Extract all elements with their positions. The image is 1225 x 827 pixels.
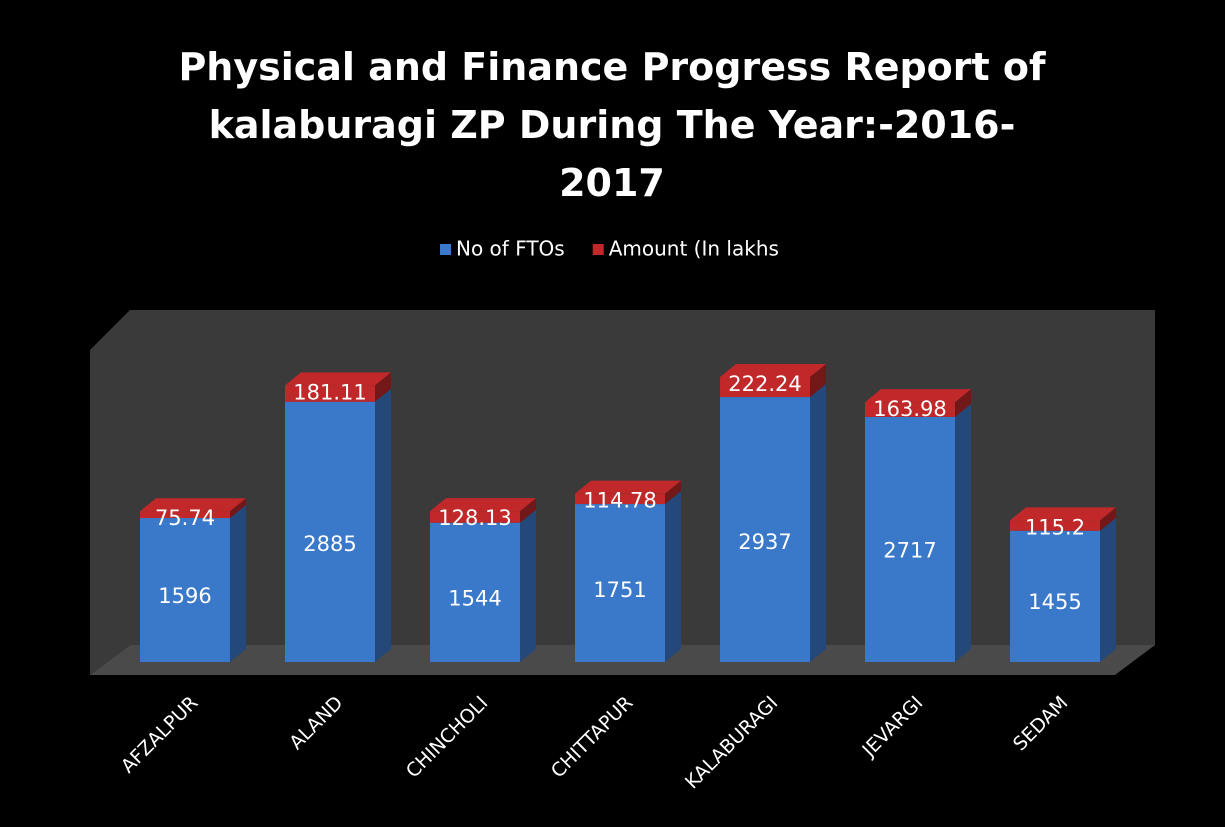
bar-top — [865, 389, 971, 403]
bar — [720, 397, 810, 662]
data-label: 1596 — [158, 584, 211, 608]
bar — [430, 522, 520, 662]
data-label: 1455 — [1028, 590, 1081, 614]
bar-side — [230, 498, 246, 519]
bar-side — [1100, 517, 1116, 662]
data-label: 114.78 — [583, 489, 656, 513]
bar-side — [520, 498, 536, 523]
data-label: 2885 — [303, 532, 356, 556]
x-tick-label: AFZALPUR — [117, 692, 203, 778]
bar-side — [375, 388, 391, 662]
chart-title: Physical and Finance Progress Report of … — [178, 45, 1046, 205]
data-label: 1751 — [593, 578, 646, 602]
bar — [575, 504, 665, 662]
bar — [140, 518, 230, 662]
x-tick-label: CHINCHOLI — [402, 692, 493, 783]
x-tick-label: KALABURAGI — [681, 692, 782, 793]
legend-label: No of FTOs — [456, 237, 565, 261]
bar-side — [1100, 507, 1116, 531]
bar — [575, 493, 665, 505]
bar-side — [520, 509, 536, 662]
bar — [285, 385, 375, 402]
bar-side — [810, 384, 826, 662]
bar — [430, 511, 520, 523]
bar — [865, 402, 955, 417]
data-label: 2937 — [738, 530, 791, 554]
bar-top — [1010, 507, 1116, 521]
data-label: 181.11 — [293, 380, 366, 404]
bar — [285, 401, 375, 662]
data-label: 163.98 — [873, 397, 946, 421]
data-label: 128.13 — [438, 506, 511, 530]
data-label: 2717 — [883, 539, 936, 563]
bar — [720, 377, 810, 398]
bar-top — [720, 364, 826, 377]
bar-side — [665, 491, 681, 662]
bar — [140, 511, 230, 519]
bar — [1010, 530, 1100, 662]
bar-side — [375, 372, 391, 402]
bar — [865, 416, 955, 662]
x-tick-label: SEDAM — [1009, 692, 1072, 755]
bar-top — [575, 480, 681, 494]
data-label: 75.74 — [155, 506, 215, 530]
bar-side — [955, 403, 971, 662]
legend-label: Amount (In lakhs — [609, 237, 779, 261]
data-label: 115.2 — [1025, 515, 1085, 539]
bar-side — [665, 480, 681, 505]
legend-swatch — [440, 244, 451, 255]
data-label: 1544 — [448, 586, 501, 610]
x-tick-label: JEVARGI — [857, 692, 927, 762]
bar — [1010, 520, 1100, 531]
x-tick-label: ALAND — [285, 692, 347, 754]
bar-top — [430, 498, 536, 512]
bar-side — [810, 364, 826, 398]
x-tick-label: CHITTAPUR — [547, 692, 638, 783]
bar-side — [955, 389, 971, 417]
legend-swatch — [592, 244, 604, 255]
bar-side — [230, 505, 246, 662]
bar-top — [285, 372, 391, 386]
data-label: 222.24 — [728, 372, 801, 396]
bar-top — [140, 498, 246, 512]
